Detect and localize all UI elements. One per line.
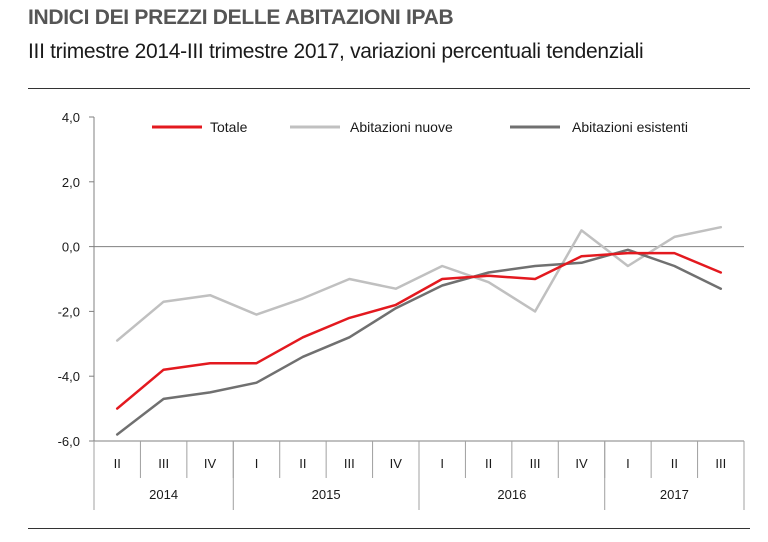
y-tick-label: -6,0 bbox=[58, 434, 80, 449]
y-tick-label: 0,0 bbox=[62, 240, 80, 255]
x-tick-label: IV bbox=[204, 456, 217, 471]
year-label: 2016 bbox=[497, 487, 526, 502]
x-tick-label: II bbox=[671, 456, 678, 471]
year-label: 2015 bbox=[312, 487, 341, 502]
bottom-divider bbox=[28, 528, 750, 529]
x-tick-label: III bbox=[344, 456, 355, 471]
x-tick-label: II bbox=[299, 456, 306, 471]
x-tick-label: IV bbox=[575, 456, 588, 471]
top-divider bbox=[28, 88, 750, 89]
chart-axes: 4,02,00,0-2,0-4,0-6,0II III IV I II III IV I II I… bbox=[58, 110, 745, 510]
legend-label: Abitazioni esistenti bbox=[572, 119, 688, 135]
year-label: 2014 bbox=[149, 487, 178, 502]
y-tick-label: 4,0 bbox=[62, 110, 80, 125]
chart-series bbox=[115, 225, 723, 436]
series-line-totale bbox=[115, 251, 723, 410]
series-line-abitazioni-esistenti bbox=[115, 248, 723, 436]
x-tick-label: IV bbox=[390, 456, 403, 471]
series-line-abitazioni-nuove bbox=[115, 225, 723, 342]
x-tick-label: II bbox=[114, 456, 121, 471]
legend-label: Abitazioni nuove bbox=[350, 119, 453, 135]
x-tick-label: III bbox=[530, 456, 541, 471]
y-tick-label: -4,0 bbox=[58, 369, 80, 384]
x-tick-label: III bbox=[715, 456, 726, 471]
chart-legend: Totale Abitazioni nuove Abitazioni esisten… bbox=[152, 119, 688, 135]
x-tick-label: I bbox=[440, 456, 444, 471]
chart-subtitle: III trimestre 2014-III trimestre 2017, v… bbox=[28, 40, 644, 63]
x-tick-label: I bbox=[626, 456, 630, 471]
x-tick-label: I bbox=[255, 456, 259, 471]
legend-label: Totale bbox=[210, 119, 248, 135]
x-tick-label: III bbox=[158, 456, 169, 471]
y-tick-label: 2,0 bbox=[62, 175, 80, 190]
y-tick-label: -2,0 bbox=[58, 304, 80, 319]
chart-title: INDICI DEI PREZZI DELLE ABITAZIONI IPAB bbox=[28, 6, 454, 29]
x-tick-label: II bbox=[485, 456, 492, 471]
year-label: 2017 bbox=[660, 487, 689, 502]
